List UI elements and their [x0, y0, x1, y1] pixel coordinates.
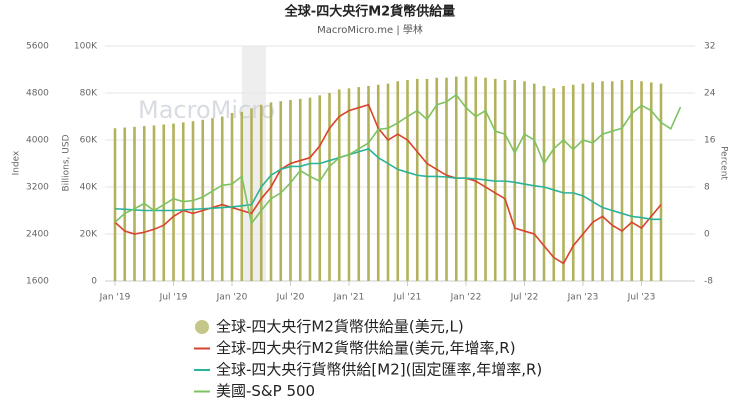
bar — [406, 80, 409, 281]
x-tick-label: Jan '20 — [216, 293, 248, 303]
line — [114, 147, 661, 221]
bar — [435, 77, 439, 281]
bar — [552, 88, 556, 281]
bar — [298, 98, 302, 281]
bar — [562, 85, 565, 281]
bar — [415, 78, 419, 282]
bar — [113, 128, 117, 281]
y3-tick-label: 5600 — [26, 42, 49, 52]
y2-axis-label: Percent — [719, 146, 729, 180]
y-tick-label: 60K — [80, 136, 98, 146]
line — [114, 93, 682, 226]
y2-tick-label: 24 — [704, 89, 716, 99]
bar — [367, 85, 370, 281]
bar — [172, 123, 175, 281]
bar — [610, 81, 614, 281]
bar — [259, 104, 263, 281]
x-tick-label: Jan '22 — [450, 293, 482, 303]
bar — [347, 88, 351, 281]
bar — [532, 83, 536, 281]
bar — [133, 126, 136, 281]
y-tick-label: 40K — [80, 183, 98, 193]
bar — [211, 118, 214, 282]
bar — [591, 82, 595, 281]
bar — [620, 80, 624, 281]
x-tick-label: Jul '22 — [510, 293, 539, 303]
y2-tick-label: -8 — [704, 277, 713, 287]
legend-label: 全球-四大央行貨幣供給[M2](固定匯率,年增率,R) — [216, 361, 542, 379]
bar — [493, 78, 497, 282]
y-tick-label: 100K — [74, 42, 98, 52]
bar — [152, 125, 156, 282]
bar — [513, 80, 517, 281]
x-tick-label: Jul '19 — [159, 293, 188, 303]
bar — [581, 83, 585, 281]
x-tick-label: Jan '21 — [333, 293, 365, 303]
watermark: MacroMicro — [138, 96, 275, 124]
bar — [425, 78, 429, 282]
y2-tick-label: 16 — [704, 136, 716, 146]
bar — [601, 81, 604, 281]
y-tick-label: 0 — [91, 277, 97, 287]
bar — [337, 89, 341, 281]
bar — [201, 119, 205, 281]
bar — [649, 82, 653, 281]
bar — [318, 95, 322, 281]
y-axis-label: Billions, USD — [62, 134, 72, 191]
bar — [220, 116, 224, 281]
y2-tick-label: 8 — [704, 183, 710, 193]
x-tick-label: Jul '20 — [276, 293, 305, 303]
y3-tick-label: 4000 — [26, 136, 49, 146]
x-tick-label: Jul '21 — [393, 293, 422, 303]
y-tick-label: 80K — [80, 89, 98, 99]
bar — [162, 124, 166, 282]
bar — [279, 101, 283, 281]
y2-tick-label: 0 — [704, 230, 710, 240]
x-tick-label: Jan '19 — [99, 293, 131, 303]
bar — [659, 83, 663, 281]
bar — [445, 77, 448, 281]
y3-tick-label: 3200 — [26, 183, 49, 193]
bar — [523, 81, 526, 281]
y3-axis-label: Index — [12, 150, 22, 175]
bar — [269, 102, 273, 282]
bar — [123, 127, 127, 281]
bar — [328, 93, 331, 281]
bar — [230, 112, 234, 281]
chart-subtitle: MacroMicro.me | 學林 — [317, 23, 423, 36]
bar — [308, 97, 312, 281]
chart-title: 全球-四大央行M2貨幣供給量 — [284, 4, 455, 20]
legend-label: 全球-四大央行M2貨幣供給量(美元,L) — [216, 318, 464, 336]
legend-label: 美國-S&P 500 — [216, 382, 315, 400]
legend-label: 全球-四大央行M2貨幣供給量(美元,年增率,R) — [216, 339, 516, 357]
bar — [630, 80, 634, 281]
bar — [289, 100, 292, 281]
y3-tick-label: 1600 — [26, 277, 49, 287]
x-tick-label: Jul '23 — [627, 293, 656, 303]
y3-tick-label: 2400 — [26, 230, 49, 240]
bar — [357, 87, 361, 281]
bar — [542, 85, 546, 281]
bar — [386, 83, 390, 281]
bar — [640, 81, 643, 281]
bar — [240, 111, 244, 281]
y2-tick-label: 32 — [704, 42, 715, 52]
line — [114, 103, 662, 265]
bar — [396, 81, 400, 281]
y-tick-label: 20K — [80, 230, 98, 240]
x-tick-label: Jan '23 — [567, 293, 599, 303]
bar — [376, 84, 380, 282]
bar — [250, 108, 253, 282]
bar — [571, 84, 575, 282]
legend-marker — [195, 320, 209, 334]
y3-tick-label: 4800 — [26, 89, 49, 99]
